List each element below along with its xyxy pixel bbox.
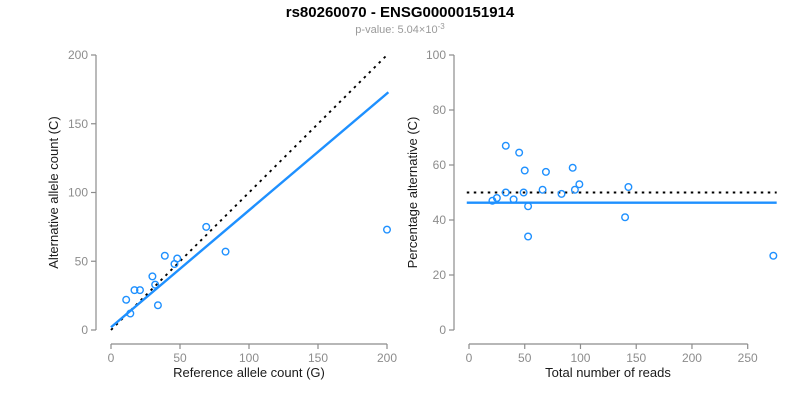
scatter-point bbox=[501, 141, 510, 150]
scatter-point bbox=[126, 309, 135, 318]
scatter-point bbox=[221, 247, 230, 256]
scatter-point bbox=[524, 232, 533, 241]
scatter-point bbox=[520, 166, 529, 175]
y-tick-label: 0 bbox=[439, 323, 446, 337]
x-tick-label: 0 bbox=[108, 351, 115, 365]
chart-subtitle: p-value: 5.04×10-3 bbox=[355, 22, 445, 36]
scatter-point bbox=[383, 225, 392, 234]
x-axis-title-right: Total number of reads bbox=[545, 365, 671, 380]
panel-percentage: Total number of reads Percentage alterna… bbox=[405, 48, 778, 380]
scatter-point bbox=[509, 195, 518, 204]
chart-title: rs80260070 - ENSG00000151914 bbox=[286, 4, 515, 21]
scatter-point bbox=[135, 286, 144, 295]
y-axis-title-right: Percentage alternative (C) bbox=[405, 117, 420, 269]
scatter-point bbox=[130, 286, 139, 295]
scatter-point bbox=[575, 180, 584, 189]
scatter-point bbox=[557, 189, 566, 198]
scatter-point bbox=[153, 301, 162, 310]
y-tick-label: 0 bbox=[81, 323, 88, 337]
y-tick-label: 20 bbox=[433, 268, 447, 282]
identity-line bbox=[110, 52, 390, 331]
y-tick-label: 150 bbox=[68, 117, 88, 131]
panel-allele-counts: Reference allele count (G) Alternative a… bbox=[46, 48, 397, 380]
scatter-point bbox=[524, 202, 533, 211]
y-tick-label: 200 bbox=[68, 48, 88, 62]
y-tick-label: 100 bbox=[426, 48, 446, 62]
x-tick-label: 200 bbox=[682, 351, 702, 365]
scatter-point bbox=[541, 167, 550, 176]
x-axis-title-left: Reference allele count (G) bbox=[173, 365, 325, 380]
x-tick-label: 150 bbox=[626, 351, 646, 365]
scatter-point bbox=[568, 163, 577, 172]
scatter-point bbox=[488, 196, 497, 205]
y-tick-label: 80 bbox=[433, 103, 447, 117]
scatter-point bbox=[624, 182, 633, 191]
x-tick-label: 150 bbox=[308, 351, 328, 365]
y-tick-label: 100 bbox=[68, 186, 88, 200]
x-tick-label: 100 bbox=[239, 351, 259, 365]
subtitle-exponent: -3 bbox=[438, 22, 446, 31]
scatter-point bbox=[538, 185, 547, 194]
y-tick-label: 60 bbox=[433, 158, 447, 172]
x-tick-label: 0 bbox=[466, 351, 473, 365]
scatter-point bbox=[501, 188, 510, 197]
x-tick-label: 50 bbox=[173, 351, 187, 365]
scatter-point bbox=[515, 148, 524, 157]
y-tick-label: 50 bbox=[75, 254, 89, 268]
subtitle-base: p-value: 5.04×10 bbox=[355, 24, 437, 36]
x-tick-label: 100 bbox=[570, 351, 590, 365]
scatter-point bbox=[621, 213, 630, 222]
scatter-point bbox=[570, 185, 579, 194]
scatter-point bbox=[160, 251, 169, 260]
scatter-point bbox=[519, 188, 528, 197]
fit-line bbox=[110, 91, 390, 329]
scatter-point bbox=[769, 251, 778, 260]
scatter-point bbox=[122, 295, 131, 304]
x-tick-label: 200 bbox=[377, 351, 397, 365]
y-axis-title-left: Alternative allele count (C) bbox=[46, 116, 61, 268]
scatter-point bbox=[148, 272, 157, 281]
scatter-point bbox=[170, 260, 179, 269]
x-tick-label: 250 bbox=[738, 351, 758, 365]
x-tick-label: 50 bbox=[518, 351, 532, 365]
scatter-point bbox=[151, 280, 160, 289]
y-tick-label: 40 bbox=[433, 213, 447, 227]
scatter-point bbox=[202, 222, 211, 231]
